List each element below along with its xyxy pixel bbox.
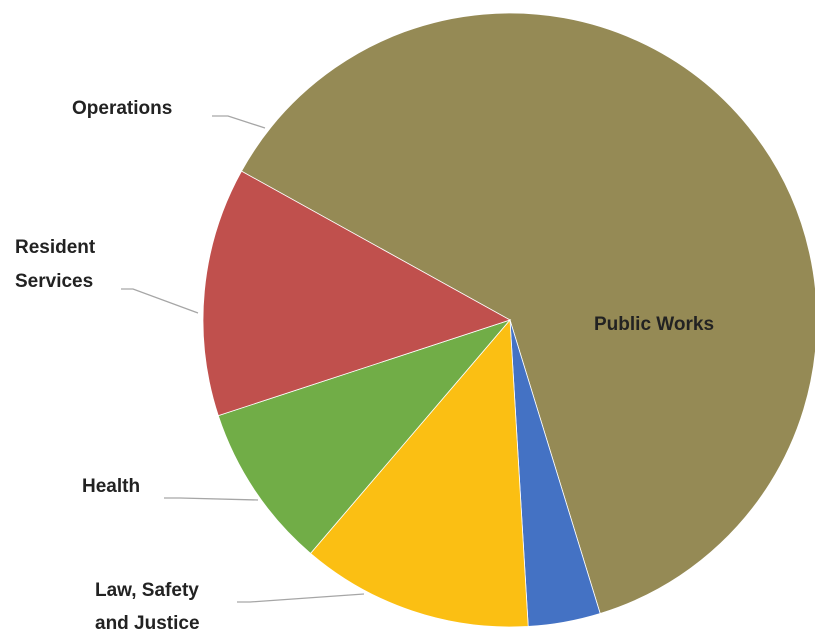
leader-line-operations [212, 115, 266, 129]
leader-lines [121, 115, 365, 603]
pie-slice-operations [202, 170, 511, 417]
label-resident-services-line2: Services [15, 271, 93, 292]
pie-slices [202, 12, 815, 628]
leader-line-resident-services [121, 288, 199, 314]
label-law-safety-justice-line1: Law, Safety [95, 580, 199, 601]
label-operations: Operations [72, 98, 172, 119]
label-resident-services-line1: Resident [15, 237, 96, 258]
pie-slice-resident-services [217, 319, 512, 554]
leader-line-health [164, 497, 259, 501]
slice-labels: Public Works Operations Resident Service… [15, 98, 714, 634]
label-public-works: Public Works [594, 314, 714, 335]
leader-line-law-safety-justice [237, 593, 365, 603]
label-law-safety-justice-line2: and Justice [95, 613, 200, 634]
pie-slice-public-works [240, 12, 815, 614]
label-health: Health [82, 476, 140, 497]
pie-slice-health [309, 318, 529, 628]
